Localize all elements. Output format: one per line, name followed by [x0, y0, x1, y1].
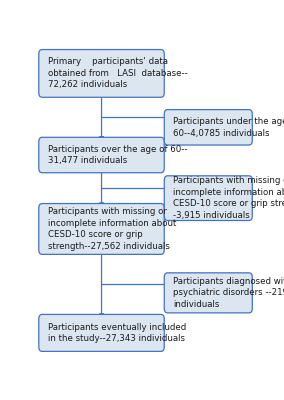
FancyBboxPatch shape	[164, 110, 252, 145]
FancyBboxPatch shape	[39, 314, 164, 351]
Text: Participants diagnosed with
psychiatric disorders --219
individuals: Participants diagnosed with psychiatric …	[173, 277, 284, 309]
FancyBboxPatch shape	[39, 204, 164, 254]
Text: Participants over the age of 60--
31,477 individuals: Participants over the age of 60-- 31,477…	[48, 145, 187, 165]
FancyBboxPatch shape	[39, 137, 164, 173]
FancyBboxPatch shape	[39, 50, 164, 97]
Text: Participants with missing or
incomplete information about
CESD-10 score or grip
: Participants with missing or incomplete …	[48, 207, 176, 251]
FancyBboxPatch shape	[164, 273, 252, 313]
Text: Participants with missing or
incomplete information about
CESD-10 score or grip : Participants with missing or incomplete …	[173, 176, 284, 220]
Text: Participants under the age of
60--4,0785 individuals: Participants under the age of 60--4,0785…	[173, 117, 284, 138]
FancyBboxPatch shape	[164, 176, 252, 220]
Text: Participants eventually included
in the study--27,343 individuals: Participants eventually included in the …	[48, 323, 186, 343]
Text: Primary    participants' data
obtained from   LASI  database--
72,262 individual: Primary participants' data obtained from…	[48, 58, 187, 89]
